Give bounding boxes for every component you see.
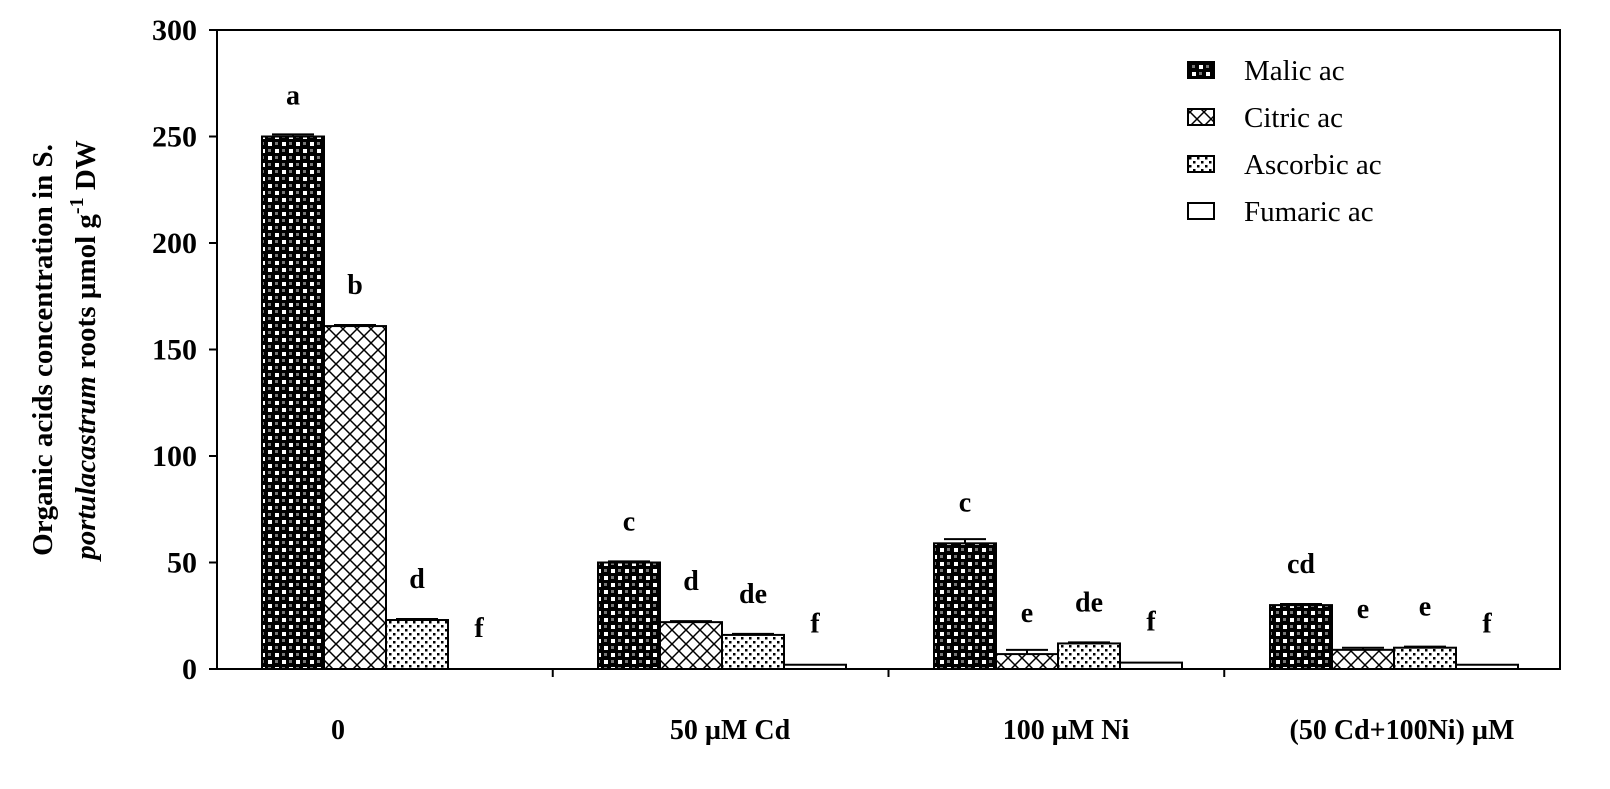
significance-label: de [1075,587,1103,618]
bar [995,653,1059,671]
significance-label: d [683,566,699,597]
bar [261,135,325,670]
bars [261,133,1519,671]
significance-label: e [1419,592,1431,623]
y-axis-title-line1: Organic acids concentration in S. [27,144,59,556]
significance-label: f [474,613,484,644]
bar [1331,648,1395,671]
significance-label: e [1357,594,1369,625]
axes: 0 50 100 150 200 250 300 [152,14,1561,686]
significance-label: f [810,609,820,640]
significance-label: d [409,564,425,595]
bar [1119,661,1183,670]
bar [933,542,997,671]
y-axis-title: Organic acids concentration in S. portul… [27,140,102,563]
significance-label: b [347,270,363,301]
significance-label: f [1482,609,1492,640]
legend-swatch [1187,155,1215,173]
bar [1393,646,1457,671]
bar [721,633,785,670]
bar [1057,642,1121,671]
legend-label: Ascorbic ac [1244,149,1382,181]
y-tick-label: 50 [167,547,197,580]
bar [783,663,847,670]
x-tick-label: 100 µM Ni [1003,715,1130,746]
y-tick-label: 0 [182,653,197,686]
bar [659,621,723,671]
y-axis-title-line2: portulacastrum roots µmol g-1 DW [66,140,102,563]
legend-label: Malic ac [1244,55,1345,87]
x-tick-label: (50 Cd+100Ni) µM [1290,715,1515,746]
legend-swatch [1187,108,1215,126]
significance-label: cd [1287,549,1315,580]
significance-label: de [739,579,767,610]
bar [385,619,449,671]
legend-label: Fumaric ac [1244,196,1374,228]
bar [323,325,387,670]
significance-label: e [1021,598,1033,629]
y-tick-label: 150 [152,334,197,367]
x-tick-label: 50 µM Cd [670,715,791,746]
significance-label: f [1146,607,1156,638]
bar [597,561,661,670]
y-tick-label: 300 [152,14,197,47]
significance-label: a [286,81,300,112]
legend-swatch [1187,61,1215,79]
y-tick-label: 200 [152,227,197,260]
y-tick-label: 100 [152,440,197,473]
legend-swatch [1187,202,1215,220]
bar [1455,663,1519,670]
significance-label: c [623,507,635,538]
bar [1269,604,1333,670]
legend-label: Citric ac [1244,102,1343,134]
x-tick-label: 0 [331,715,345,746]
legend: Malic ac Citric ac Ascorbic ac Fumaric ac [1187,55,1382,228]
significance-label: c [959,487,971,518]
y-tick-label: 250 [152,121,197,154]
